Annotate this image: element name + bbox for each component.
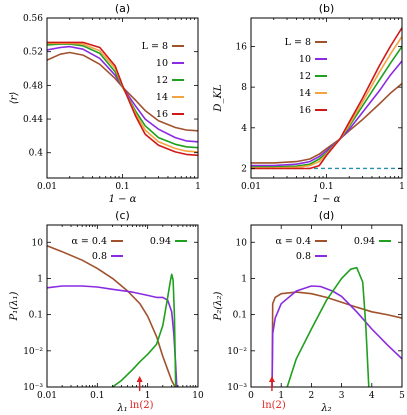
y-tick-label: 1 <box>241 274 247 284</box>
panel-title: (a) <box>115 2 130 15</box>
panel-d: (d) 0 1 2 3 4 5 10⁻³ 10⁻² 0.1 1 10 λ₂ P₂(λ₂) α = 0.4 0.… <box>213 209 405 414</box>
y-tick-label: 8 <box>241 83 247 93</box>
x-tick-label: 3 <box>339 391 345 401</box>
x-tick-label: 5 <box>399 391 405 401</box>
legend-label: 0.8 <box>296 251 311 262</box>
y-tick-label: 16 <box>236 42 248 52</box>
y-tick-label: 10 <box>236 238 248 248</box>
x-tick-label: 1 <box>278 391 284 401</box>
series-line-0.4 <box>47 245 176 387</box>
y-tick-label: 0.1 <box>233 311 247 321</box>
panel-a: (a) 0.01 0.1 1 0.4 0.44 0.48 0.52 0.56 1 − α ⟨r⟩ L … <box>9 2 201 205</box>
x-tick-label: 1 <box>399 182 405 192</box>
annotation-arrowhead <box>136 376 143 382</box>
x-axis-label: 1 − α <box>313 194 341 205</box>
plot-frame <box>46 224 199 388</box>
annotation-arrowhead <box>268 376 275 382</box>
legend-label: α = 0.4 <box>275 236 311 247</box>
series-line-0.94 <box>112 273 177 387</box>
y-tick-label: 0.1 <box>29 311 43 321</box>
y-tick-label: 0.52 <box>23 48 43 58</box>
y-tick-label: 10⁻³ <box>227 383 247 393</box>
panel-title: (d) <box>319 209 335 222</box>
y-tick-label: 0.56 <box>23 14 43 24</box>
x-tick-label: 0.1 <box>90 391 104 401</box>
legend-label: α = 0.4 <box>71 236 107 247</box>
annotation-label: ln(2) <box>130 400 154 411</box>
x-axis-label: λ₁ <box>116 403 127 414</box>
x-tick-label: 1 <box>195 182 201 192</box>
y-tick-label: 10⁻³ <box>23 383 43 393</box>
y-tick-label: 10⁻² <box>227 347 247 357</box>
x-axis-label: λ₂ <box>320 403 331 414</box>
y-tick-label: 0.44 <box>23 115 43 125</box>
x-tick-label: 0 <box>248 391 254 401</box>
series-line-0.94 <box>286 266 370 387</box>
series-line-8 <box>47 51 198 132</box>
y-tick-label: 10 <box>32 238 44 248</box>
legend-label: 12 <box>156 75 168 86</box>
x-tick-label: 0.1 <box>115 182 129 192</box>
legend-label: 14 <box>156 92 168 103</box>
series-line-8 <box>251 82 402 164</box>
x-tick-label: 2 <box>309 391 315 401</box>
series-line-0.8 <box>47 285 178 387</box>
legend-label: L = 8 <box>285 37 311 48</box>
x-tick-label: 0.01 <box>37 182 57 192</box>
series-line-12 <box>47 43 198 149</box>
x-axis-label: 1 − α <box>109 194 137 205</box>
series-line-0.8 <box>271 285 402 387</box>
legend-label: 12 <box>299 71 311 82</box>
x-tick-label: 0.01 <box>37 391 57 401</box>
legend-label: 0.8 <box>92 251 107 262</box>
x-tick-label: 10 <box>192 391 204 401</box>
panel-title: (c) <box>115 209 130 222</box>
x-tick-label: 1 <box>145 391 151 401</box>
x-tick-label: 4 <box>369 391 375 401</box>
legend-label: 16 <box>156 109 168 120</box>
y-tick-label: 0.48 <box>23 81 43 91</box>
y-tick-label: 0.4 <box>29 149 44 159</box>
x-tick-label: 0.01 <box>241 182 261 192</box>
y-tick-label: 2 <box>241 164 247 174</box>
legend-label: 0.94 <box>354 236 375 247</box>
legend-label: 10 <box>299 54 311 65</box>
y-axis-label: ⟨r⟩ <box>9 92 20 105</box>
legend-label: L = 8 <box>142 41 168 52</box>
series-line-0.4 <box>271 291 402 387</box>
legend-label: 16 <box>299 105 311 116</box>
y-tick-label: 10⁻² <box>23 347 43 357</box>
legend-label: 14 <box>299 88 311 99</box>
series-line-16 <box>47 41 198 157</box>
legend-label: 10 <box>156 58 168 69</box>
legend-label: 0.94 <box>150 236 171 247</box>
y-axis-label: P₁(λ₁) <box>9 291 20 321</box>
x-tick-label: 0.1 <box>319 182 333 192</box>
y-tick-label: 4 <box>241 124 247 134</box>
y-axis-label: P₂(λ₂) <box>213 291 224 321</box>
y-axis-label: D_KL <box>213 84 224 112</box>
series-line-16 <box>251 27 402 170</box>
plot-frame <box>250 224 403 388</box>
y-tick-label: 1 <box>37 274 43 284</box>
panel-title: (b) <box>319 2 335 15</box>
panel-c: (c) 0.01 0.1 1 10 10⁻³ 10⁻² 0.1 1 10 λ₁ P₁(λ₁) α = 0… <box>9 209 204 414</box>
annotation-label: ln(2) <box>262 400 286 411</box>
